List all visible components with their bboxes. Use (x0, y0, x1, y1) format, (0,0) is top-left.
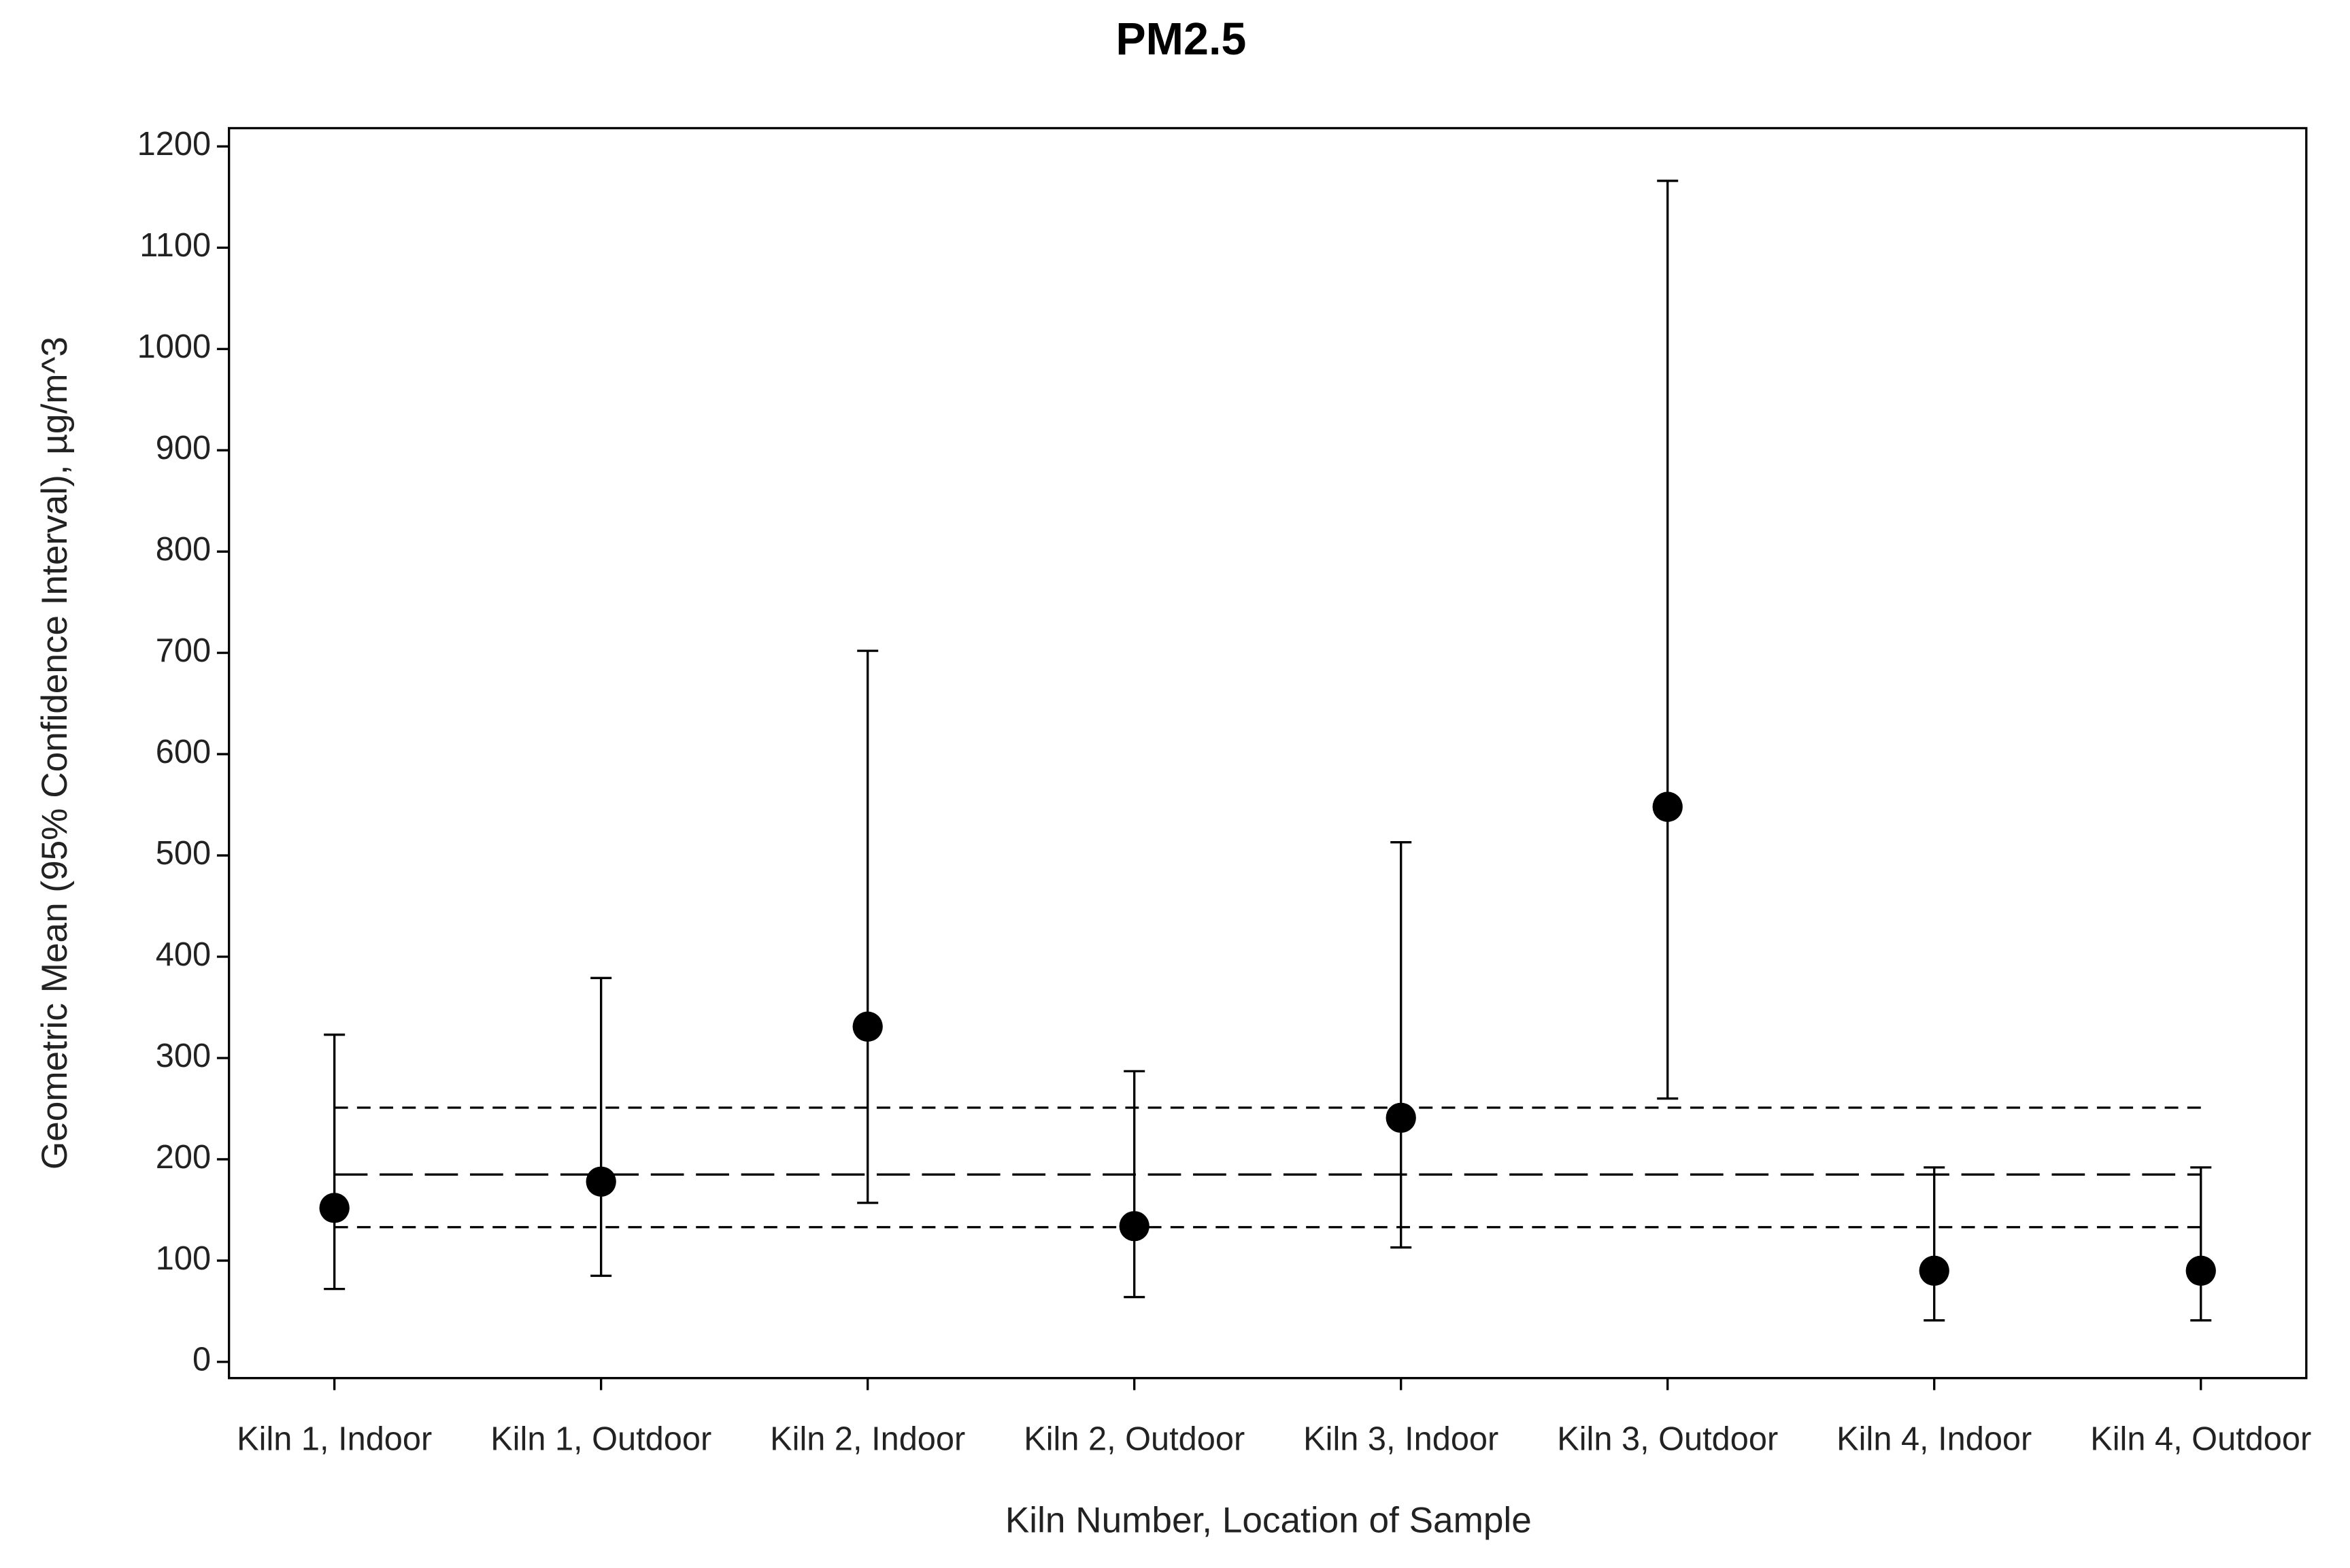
y-tick-label: 600 (156, 734, 211, 770)
x-tick-label: Kiln 3, Indoor (1303, 1421, 1498, 1458)
mean-marker (852, 1011, 883, 1042)
chart-title: PM2.5 (1115, 14, 1246, 65)
x-tick-label: Kiln 3, Outdoor (1557, 1421, 1778, 1458)
y-tick-label: 1200 (137, 126, 211, 163)
y-tick-label: 1100 (139, 227, 211, 264)
mean-marker (1652, 791, 1683, 822)
x-tick-label: Kiln 1, Outdoor (490, 1421, 711, 1458)
mean-marker (1919, 1255, 1949, 1286)
y-tick-label: 1000 (137, 328, 211, 365)
x-tick-label: Kiln 4, Indoor (1836, 1421, 2032, 1458)
y-tick-label: 0 (192, 1342, 211, 1378)
x-axis-label: Kiln Number, Location of Sample (1005, 1500, 1532, 1540)
y-tick-label: 400 (156, 936, 211, 973)
y-tick-label: 800 (156, 531, 211, 568)
mean-marker (319, 1193, 350, 1223)
mean-marker (586, 1166, 616, 1197)
mean-marker (2185, 1255, 2216, 1286)
x-tick-label: Kiln 2, Indoor (770, 1421, 965, 1458)
y-axis-label: Geometric Mean (95% Confidence Interval)… (35, 337, 75, 1170)
mean-marker (1386, 1102, 1416, 1134)
y-tick-label: 700 (156, 632, 211, 669)
y-tick-label: 300 (156, 1038, 211, 1074)
x-tick-label: Kiln 2, Outdoor (1024, 1421, 1245, 1458)
y-tick-label: 200 (156, 1139, 211, 1176)
y-tick-label: 900 (156, 430, 211, 466)
x-tick-label: Kiln 1, Indoor (237, 1421, 432, 1458)
y-tick-label: 100 (156, 1240, 211, 1277)
mean-marker (1119, 1211, 1149, 1242)
x-tick-label: Kiln 4, Outdoor (2090, 1421, 2311, 1458)
y-tick-label: 500 (156, 835, 211, 872)
